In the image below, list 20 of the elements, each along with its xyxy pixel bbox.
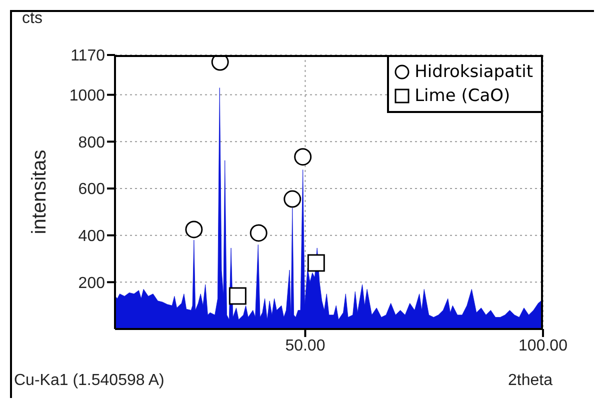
legend-label: Hidroksiapatit <box>414 61 533 84</box>
point <box>294 148 312 166</box>
x-tick-label: 50.00 <box>285 337 326 354</box>
y-tick-label: 1000 <box>69 87 106 104</box>
point <box>228 287 246 305</box>
y-tick-label: 400 <box>78 228 106 246</box>
text: Cu-Ka1 (1.540598 A) <box>14 372 164 390</box>
y-tick-label: 800 <box>78 134 106 152</box>
y-tick-label: 200 <box>78 274 106 292</box>
point <box>307 254 325 272</box>
y-tick-label: 600 <box>78 181 106 198</box>
legend-label: Lime (CaO) <box>414 85 510 108</box>
point <box>185 220 203 238</box>
x-axis-title: 2theta <box>508 372 552 390</box>
y-tick-label: 1170 <box>70 48 106 65</box>
point <box>250 224 268 242</box>
text: cts <box>22 10 42 28</box>
point <box>284 190 302 208</box>
x-tick-label: 100.00 <box>518 337 568 354</box>
y-axis-title: intensitas <box>28 150 52 234</box>
